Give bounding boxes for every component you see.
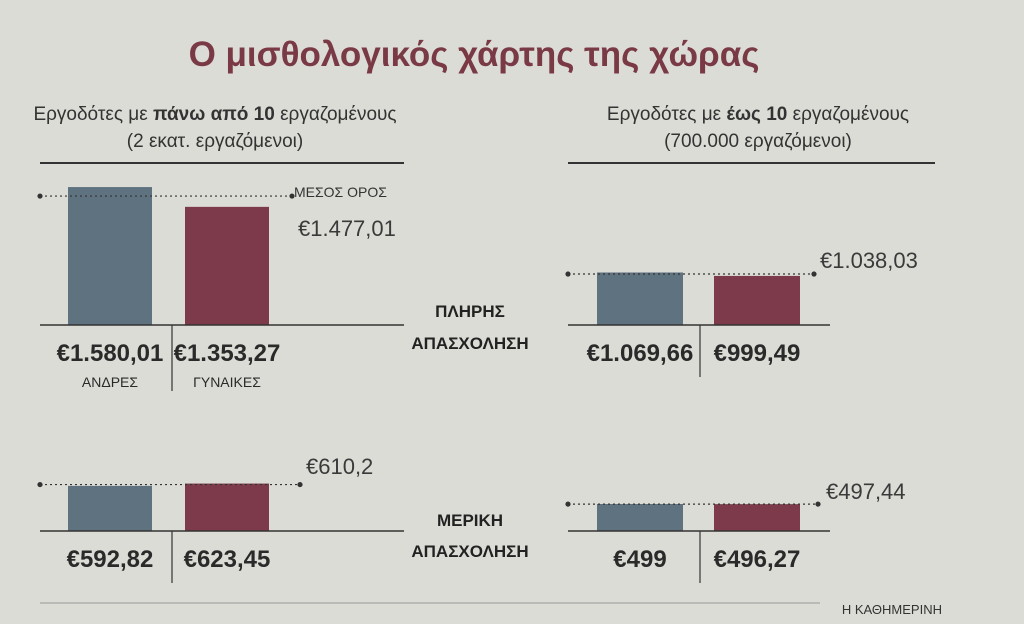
value-label-panel4-women: €496,27 bbox=[714, 546, 801, 573]
value-label-panel3-men: €592,82 bbox=[67, 546, 154, 573]
value-label-panel2-men: €1.069,66 bbox=[587, 340, 694, 367]
average-dot-end-panel1 bbox=[289, 193, 295, 199]
chart-title: Ο μισθολογικός χάρτης της χώρας bbox=[189, 35, 760, 74]
average-value-panel4: €497,44 bbox=[826, 479, 906, 504]
value-label-panel3-women: €623,45 bbox=[184, 546, 271, 573]
average-dot-end-panel2 bbox=[811, 271, 817, 277]
bar-panel3-women bbox=[185, 483, 269, 531]
average-dot-start-panel1 bbox=[37, 193, 43, 199]
bar-panel1-men bbox=[68, 187, 152, 325]
row-label-part-line2: ΑΠΑΣΧΟΛΗΣΗ bbox=[411, 542, 528, 561]
right-header-line2: (700.000 εργαζόμενοι) bbox=[664, 131, 852, 152]
average-label: ΜΕΣΟΣ ΟΡΟΣ bbox=[294, 184, 387, 200]
value-label-panel1-women: €1.353,27 bbox=[174, 340, 281, 367]
bar-panel4-men bbox=[597, 504, 683, 531]
average-dot-start-panel3 bbox=[37, 481, 43, 488]
category-label-women: ΓΥΝΑΙΚΕΣ bbox=[193, 374, 261, 390]
average-dot-start-panel2 bbox=[565, 271, 571, 277]
bar-panel3-men bbox=[68, 485, 152, 531]
average-value-panel2: €1.038,03 bbox=[820, 248, 918, 273]
average-dot-end-panel4 bbox=[815, 501, 821, 507]
left-header-line2: (2 εκατ. εργαζόμενοι) bbox=[127, 131, 303, 152]
row-label-part-line1: ΜΕΡΙΚΗ bbox=[437, 511, 503, 530]
bar-panel2-men bbox=[597, 272, 683, 325]
average-value-panel3: €610,2 bbox=[306, 454, 373, 479]
bar-panel4-women bbox=[714, 504, 800, 531]
source-credit: Η ΚΑΘΗΜΕΡΙΝΗ bbox=[842, 602, 942, 617]
average-value-panel1: €1.477,01 bbox=[298, 216, 396, 241]
row-label-full-line1: ΠΛΗΡΗΣ bbox=[435, 302, 505, 321]
right-header-line1: Εργοδότες με έως 10 εργαζομένους bbox=[607, 104, 909, 125]
value-label-panel1-men: €1.580,01 bbox=[57, 340, 164, 367]
bar-panel1-women bbox=[185, 206, 269, 325]
average-dot-end-panel3 bbox=[297, 481, 303, 488]
value-label-panel4-men: €499 bbox=[613, 546, 666, 573]
chart-panels: €1.580,01 ΑΝΔΡΕΣ €1.353,27 ΓΥΝΑΙΚΕΣ €1.477,0… bbox=[37, 187, 918, 583]
category-label-men: ΑΝΔΡΕΣ bbox=[82, 374, 138, 390]
bar-panel2-women bbox=[714, 275, 800, 325]
value-label-panel2-women: €999,49 bbox=[714, 340, 801, 367]
row-label-full-line2: ΑΠΑΣΧΟΛΗΣΗ bbox=[411, 334, 528, 353]
left-header-line1: Εργοδότες με πάνω από 10 εργαζομένους bbox=[33, 104, 396, 125]
average-dot-start-panel4 bbox=[565, 501, 571, 507]
